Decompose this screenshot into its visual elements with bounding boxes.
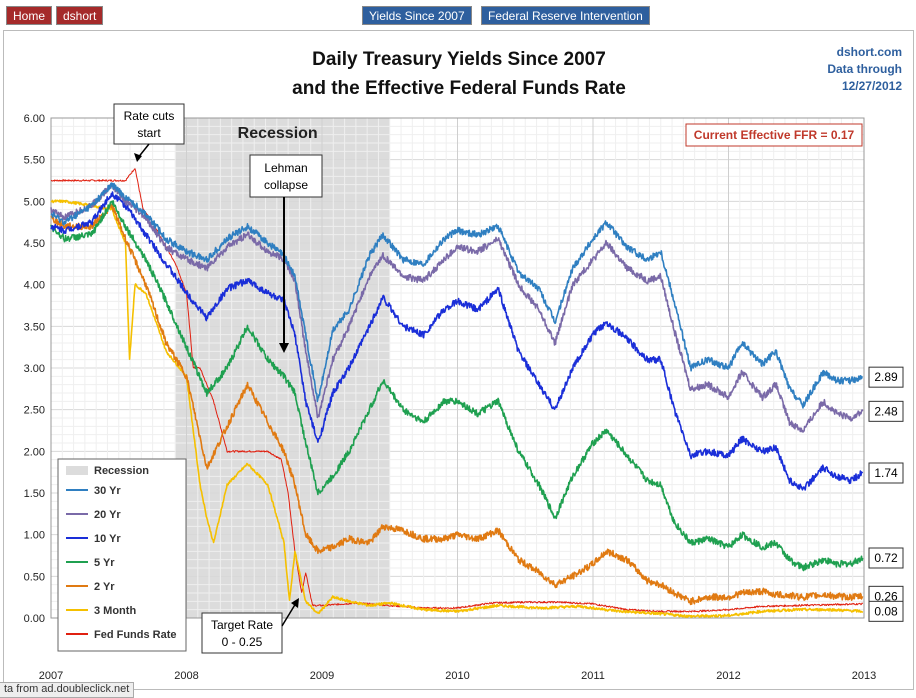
annotation-box [201, 612, 283, 654]
annotation-arrowhead [291, 598, 299, 608]
end-value-label: 1.74 [874, 466, 898, 480]
end-value-label: 0.26 [874, 589, 898, 603]
y-tick-label: 0.50 [24, 571, 45, 583]
y-tick-label: 4.50 [24, 238, 45, 250]
legend-box [57, 458, 187, 652]
plot-border [50, 117, 865, 619]
legend-label: 30 Yr [94, 485, 121, 497]
annotation-text: collapse [264, 178, 308, 192]
annotation-arrow [281, 602, 297, 627]
y-tick-label: 2.50 [24, 405, 45, 417]
end-value-label: 0.72 [874, 551, 898, 565]
y-tick-label: 5.00 [24, 196, 45, 208]
source-text: 12/27/2012 [842, 79, 902, 93]
source-text: Data through [827, 62, 902, 76]
y-tick-label: 3.00 [24, 363, 45, 375]
ffr-callout-text: Current Effective FFR = 0.17 [694, 128, 855, 142]
end-value-label: 2.89 [874, 370, 898, 384]
ffr-callout-box [685, 123, 863, 147]
recession-label: Recession [238, 125, 318, 142]
end-label-box [868, 462, 904, 484]
x-tick-label: 2011 [581, 670, 605, 682]
tab-yields-since-2007[interactable]: Yields Since 2007 [362, 6, 472, 25]
legend-label: Fed Funds Rate [94, 629, 177, 641]
end-label-box [868, 400, 904, 422]
status-bar: ta from ad.doubleclick.net [0, 682, 135, 698]
y-tick-label: 0.00 [24, 613, 45, 625]
series-line-5-yr [50, 200, 864, 572]
chart-title: Daily Treasury Yields Since 2007 [312, 49, 606, 70]
annotation-box [249, 154, 323, 198]
chart-subtitle: and the Effective Federal Funds Rate [292, 78, 626, 99]
legend-label: 5 Yr [94, 557, 115, 569]
home-button[interactable]: Home [6, 6, 53, 25]
y-tick-label: 5.50 [24, 155, 45, 167]
annotation-text: 0 - 0.25 [222, 635, 263, 649]
end-label-box [868, 366, 904, 388]
legend-label: Recession [94, 465, 149, 477]
x-tick-label: 2007 [39, 670, 63, 682]
y-tick-label: 3.50 [24, 321, 45, 333]
y-tick-label: 4.00 [24, 280, 45, 292]
series-line-2-yr [50, 203, 864, 606]
series-line-20-yr [50, 183, 864, 433]
annotation-arrowhead [279, 343, 289, 353]
annotation-text: Rate cuts [124, 109, 175, 123]
legend-label: 2 Yr [94, 581, 115, 593]
end-value-label: 0.08 [874, 604, 898, 618]
annotation-arrowhead [134, 153, 142, 162]
x-tick-label: 2013 [852, 670, 876, 682]
treasury-yields-chart: 0.00 0.50 1.00 1.50 2.00 2.50 3.00 3.50 4.00 4.50… [24, 45, 904, 682]
end-value-label: 2.48 [874, 404, 898, 418]
annotation-text: start [137, 126, 161, 140]
series-line-30-yr [50, 182, 863, 409]
annotation-text: Lehman [264, 161, 307, 175]
y-tick-label: 1.50 [24, 488, 45, 500]
legend-label: 20 Yr [94, 509, 121, 521]
legend-label: 3 Month [94, 605, 136, 617]
dshort-button[interactable]: dshort [56, 6, 104, 25]
legend-swatch-recession [66, 466, 88, 475]
x-tick-label: 2008 [174, 670, 198, 682]
y-tick-label: 6.00 [24, 113, 45, 125]
end-label-box [868, 600, 904, 622]
y-tick-label: 2.00 [24, 446, 45, 458]
chart-frame: 0.00 0.50 1.00 1.50 2.00 2.50 3.00 3.50 4.00 4.50… [3, 30, 914, 690]
y-tick-label: 1.00 [24, 530, 45, 542]
x-tick-label: 2010 [445, 670, 469, 682]
x-tick-label: 2012 [716, 670, 740, 682]
annotation-text: Target Rate [211, 618, 273, 632]
x-tick-label: 2009 [310, 670, 334, 682]
source-text: dshort.com [837, 45, 902, 59]
legend-label: 10 Yr [94, 533, 121, 545]
end-label-box [868, 547, 904, 569]
series-line-fed-funds-rate [50, 168, 864, 613]
annotation-box [113, 103, 185, 145]
tab-federal-reserve-intervention[interactable]: Federal Reserve Intervention [481, 6, 650, 25]
series-line-10-yr [50, 191, 864, 491]
